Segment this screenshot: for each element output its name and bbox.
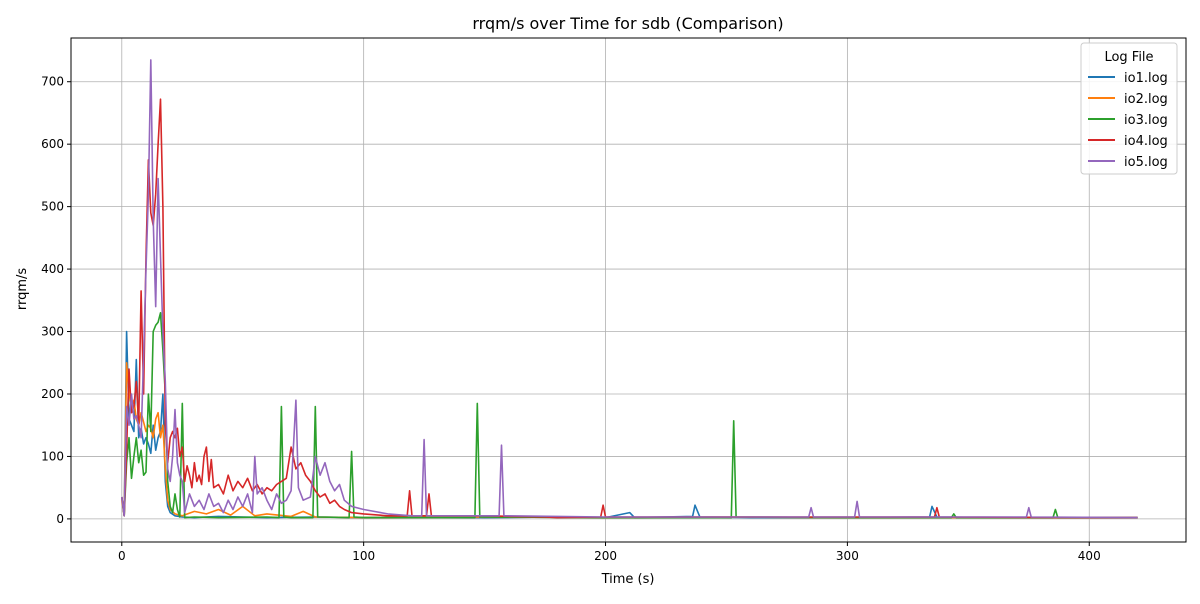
series-line-io5-log xyxy=(121,59,1138,519)
legend-title: Log File xyxy=(1104,50,1153,65)
x-tick-label: 100 xyxy=(352,549,375,563)
y-tick-label: 200 xyxy=(41,387,64,401)
y-tick-label: 600 xyxy=(41,137,64,151)
x-axis-label: Time (s) xyxy=(601,572,655,587)
legend-box xyxy=(1080,42,1178,175)
grid xyxy=(71,38,1186,542)
legend-items: io1.log io2.log io3.log io4.log io5.log xyxy=(1088,71,1168,170)
series-line-io3-log xyxy=(121,311,1138,519)
y-tick-label: 0 xyxy=(56,512,64,526)
y-tick-label: 700 xyxy=(41,75,64,89)
y-tick-label: 300 xyxy=(41,325,64,339)
series-line-io2-log xyxy=(121,361,1138,519)
series-line-io1-log xyxy=(121,330,1138,519)
x-tick-label: 400 xyxy=(1078,549,1101,563)
ticks: 0 100 200 300 400 0 100 200 300 400 500 600 700 xyxy=(41,75,1101,563)
legend-label: io2.log xyxy=(1124,92,1168,107)
x-tick-label: 200 xyxy=(594,549,617,563)
x-tick-label: 0 xyxy=(118,549,126,563)
x-tick-label: 300 xyxy=(836,549,859,563)
plot-frame xyxy=(70,37,1187,543)
legend-label: io3.log xyxy=(1124,113,1168,128)
legend-label: io4.log xyxy=(1124,134,1168,149)
series-lines xyxy=(121,59,1138,519)
chart-title: rrqm/s over Time for sdb (Comparison) xyxy=(472,14,783,33)
y-tick-label: 100 xyxy=(41,449,64,463)
legend-label: io5.log xyxy=(1124,155,1168,170)
legend: Log File io1.log io2.log io3.log io4.log io5… xyxy=(1080,42,1178,175)
y-axis-label: rrqm/s xyxy=(15,268,30,311)
series-line-io4-log xyxy=(121,98,1138,519)
legend-label: io1.log xyxy=(1124,71,1168,86)
y-tick-label: 500 xyxy=(41,200,64,214)
y-tick-label: 400 xyxy=(41,262,64,276)
